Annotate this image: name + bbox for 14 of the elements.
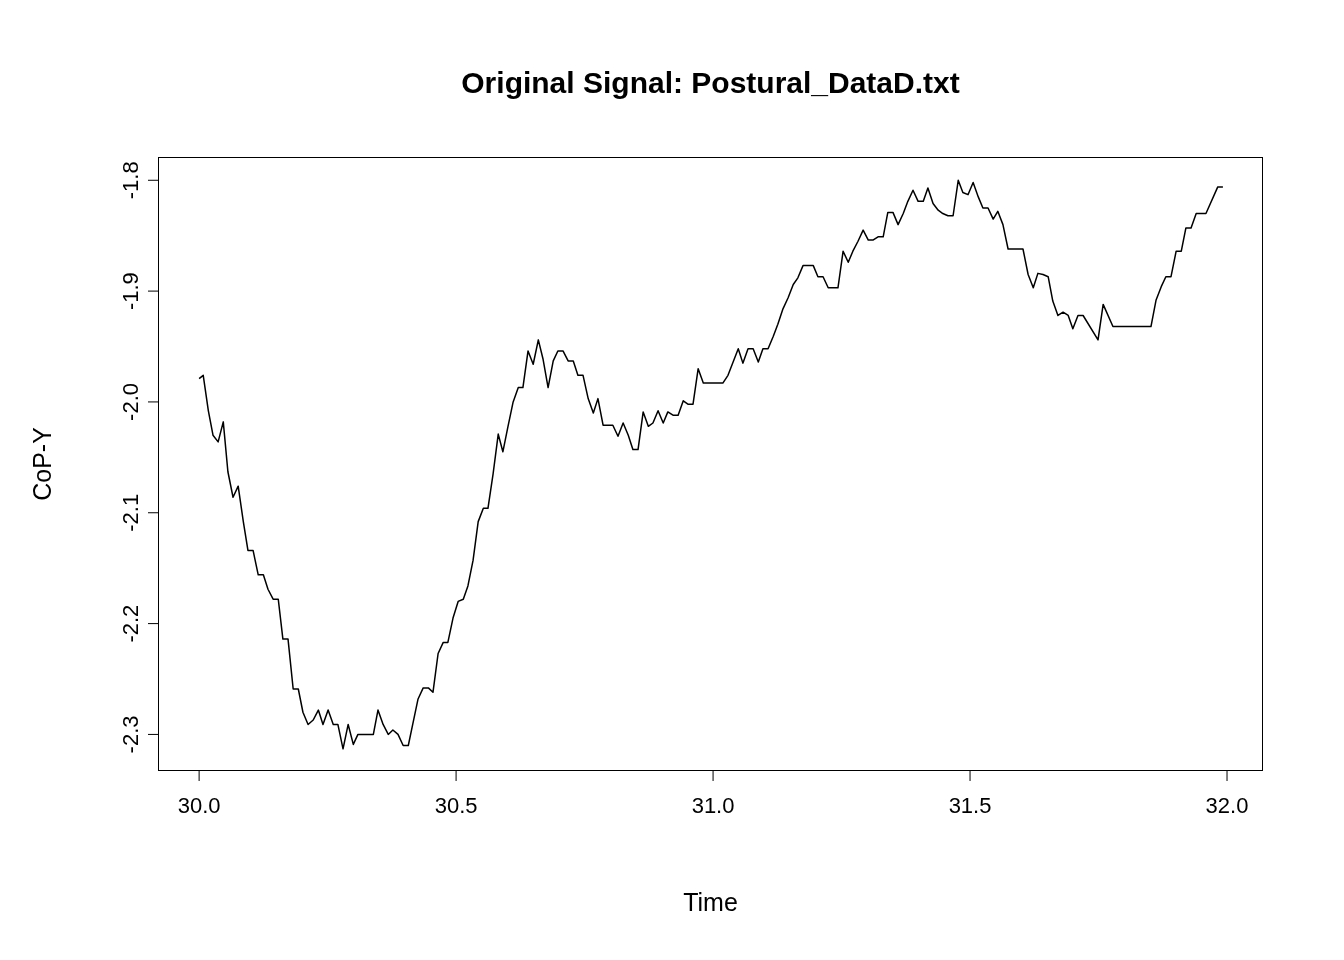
y-axis-title: CoP-Y bbox=[28, 426, 57, 503]
y-tick-label: -1.8 bbox=[118, 161, 143, 200]
x-tick-label: 31.5 bbox=[948, 792, 992, 818]
x-tick-label: 30.5 bbox=[434, 792, 478, 818]
x-axis-title: Time bbox=[682, 888, 739, 917]
y-tick-label: -1.9 bbox=[118, 272, 143, 311]
chart-title: Original Signal: Postural_DataD.txt bbox=[460, 66, 961, 100]
y-tick-label: -2.3 bbox=[118, 715, 143, 754]
y-tick-label: -2.0 bbox=[118, 382, 143, 421]
y-tick-label: -2.1 bbox=[118, 493, 143, 532]
y-tick-label: -2.2 bbox=[118, 604, 143, 643]
x-tick-label: 31.0 bbox=[691, 792, 735, 818]
x-tick-label: 32.0 bbox=[1205, 792, 1249, 818]
x-tick-label: 30.0 bbox=[177, 792, 221, 818]
